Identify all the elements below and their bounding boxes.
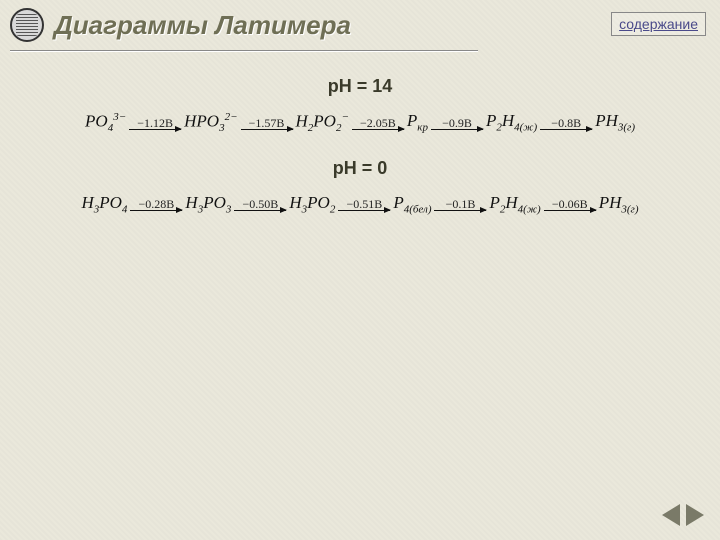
- potential-arrow: −0.50B: [234, 197, 286, 211]
- logo-icon: [10, 8, 44, 42]
- potential-arrow: −2.05B: [352, 116, 404, 130]
- latimer-diagram-ph14: PO43− −1.12B HPO32− −1.57B H2PO2− −2.05B…: [0, 111, 720, 134]
- potential-arrow: −0.8B: [540, 116, 592, 130]
- potential-arrow: −1.12B: [129, 116, 181, 130]
- species: H3PO3: [184, 193, 232, 215]
- species: P4(бел): [392, 193, 432, 215]
- nav-arrows: [662, 504, 704, 526]
- species: P2H4(ж): [488, 193, 541, 215]
- header: Диаграммы Латимера содержание: [0, 0, 720, 46]
- potential-arrow: −0.9B: [431, 116, 483, 130]
- species: PH3(г): [594, 111, 636, 133]
- page-title: Диаграммы Латимера: [54, 10, 351, 41]
- potential-arrow: −0.06B: [544, 197, 596, 211]
- potential-arrow: −0.51B: [338, 197, 390, 211]
- species: H3PO4: [80, 193, 128, 215]
- potential-arrow: −0.28B: [130, 197, 182, 211]
- species: HPO32−: [183, 111, 238, 134]
- next-button[interactable]: [686, 504, 704, 526]
- species: PH3(г): [598, 193, 640, 215]
- potential-arrow: −1.57B: [241, 116, 293, 130]
- divider: [10, 50, 478, 52]
- species: Pкр: [406, 111, 429, 133]
- potential-arrow: −0.1B: [434, 197, 486, 211]
- species: H3PO2: [288, 193, 336, 215]
- species: H2PO2−: [295, 111, 350, 134]
- ph14-label: рН = 14: [0, 76, 720, 97]
- latimer-diagram-ph0: H3PO4 −0.28B H3PO3 −0.50B H3PO2 −0.51B P…: [0, 193, 720, 215]
- toc-link[interactable]: содержание: [611, 12, 706, 36]
- ph0-label: рН = 0: [0, 158, 720, 179]
- species: P2H4(ж): [485, 111, 538, 133]
- prev-button[interactable]: [662, 504, 680, 526]
- species: PO43−: [84, 111, 127, 134]
